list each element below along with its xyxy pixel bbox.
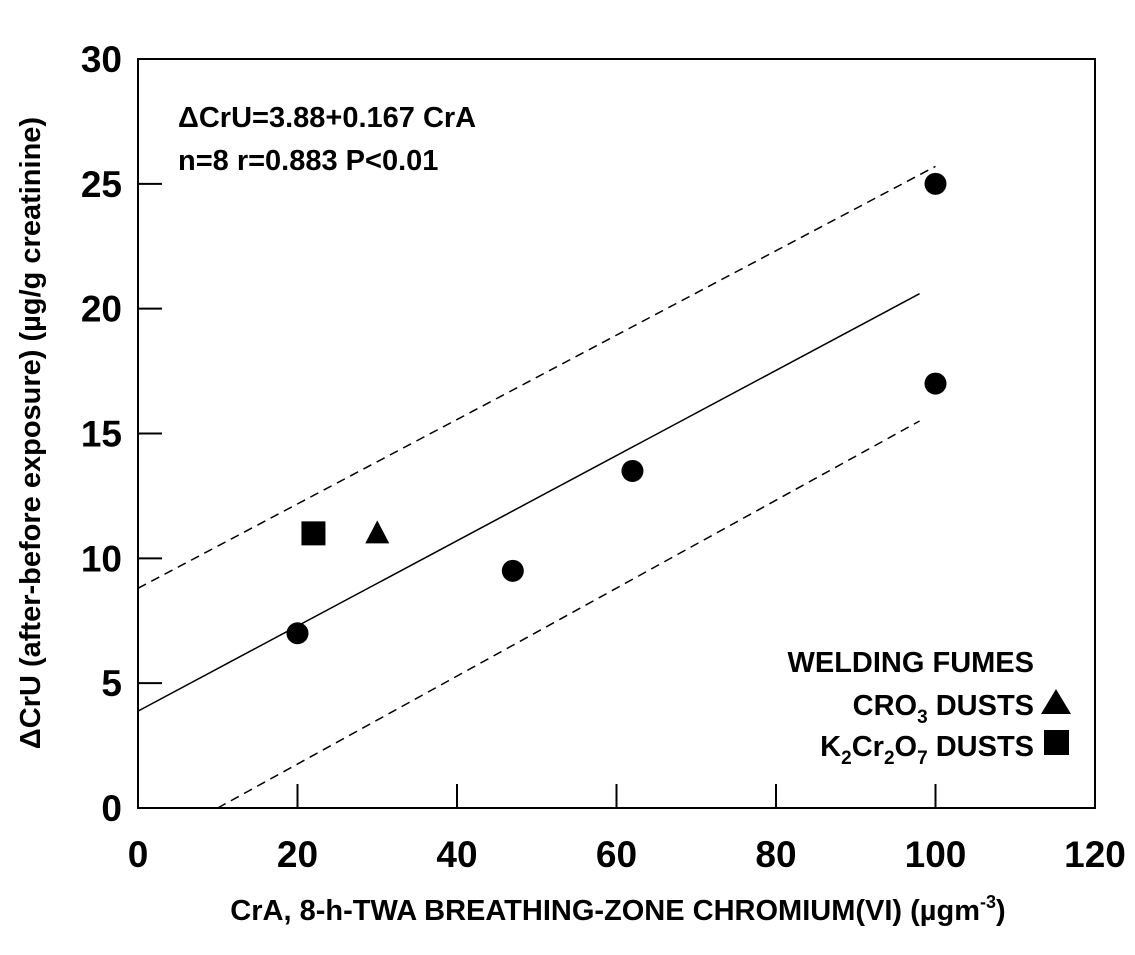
axis-ticks: 0 20 40 60 80 100 120 0 5 10 15 20 25 30 xyxy=(81,39,1126,875)
y-tick-label: 25 xyxy=(81,164,122,205)
data-point-circle xyxy=(286,622,309,645)
legend-label-cro3-dusts: CRO3 DUSTS xyxy=(853,690,1034,728)
subscript: 2 xyxy=(884,748,895,769)
y-tick-label: 30 xyxy=(81,39,122,80)
fit-lines xyxy=(137,165,936,809)
data-point-triangle xyxy=(365,520,390,544)
y-tick-label: 20 xyxy=(81,289,122,330)
legend-triangle-marker xyxy=(1041,689,1071,714)
data-point-circle xyxy=(924,172,947,195)
x-axis-title-tail: ) xyxy=(996,895,1006,927)
data-point-circle xyxy=(924,372,947,395)
x-tick-label: 40 xyxy=(436,834,477,875)
label-part: DUSTS xyxy=(928,690,1034,722)
annotation-stats: n=8 r=0.883 P<0.01 xyxy=(178,145,438,177)
x-axis-title: CrA, 8-h-TWA BREATHING-ZONE CHROMIUM(VI)… xyxy=(230,892,1005,927)
y-tick-label: 0 xyxy=(101,788,122,829)
data-point-circle xyxy=(621,459,644,482)
y-tick-label: 5 xyxy=(101,663,122,704)
label-part: DUSTS xyxy=(928,731,1034,763)
regression-line xyxy=(137,293,920,712)
y-axis-title: ΔCrU (after-before exposure) (µg/g creat… xyxy=(15,117,47,749)
legend-square-marker xyxy=(1044,730,1069,755)
x-axis-title-main: CrA, 8-h-TWA BREATHING-ZONE CHROMIUM(VI)… xyxy=(230,895,980,927)
upper-bound-line xyxy=(137,165,936,589)
subscript: 3 xyxy=(917,707,928,728)
lower-bound-line xyxy=(217,420,920,809)
x-tick-label: 80 xyxy=(755,834,796,875)
data-point-square xyxy=(301,521,326,546)
annotation-equation: ΔCrU=3.88+0.167 CrA xyxy=(178,102,476,134)
y-tick-label: 10 xyxy=(81,538,122,579)
x-tick-label: 20 xyxy=(277,834,318,875)
legend: WELDING FUMES CRO3 DUSTS K2Cr2O7 DUSTS xyxy=(788,647,1071,769)
x-axis-title-sup: -3 xyxy=(980,892,996,912)
subscript: 7 xyxy=(917,748,928,769)
subscript: 2 xyxy=(841,748,852,769)
y-tick-label: 15 xyxy=(81,414,122,455)
data-point-circle xyxy=(501,559,524,582)
label-part: K xyxy=(820,731,841,763)
x-tick-label: 60 xyxy=(596,834,637,875)
x-tick-label: 120 xyxy=(1064,834,1126,875)
label-part: CRO xyxy=(853,690,917,722)
x-tick-label: 100 xyxy=(905,834,967,875)
label-part: O xyxy=(895,731,918,763)
label-part: Cr xyxy=(852,731,884,763)
x-tick-label: 0 xyxy=(128,834,149,875)
data-points xyxy=(286,172,947,645)
legend-label-k2cr2o7-dusts: K2Cr2O7 DUSTS xyxy=(820,731,1034,769)
legend-label-welding-fumes: WELDING FUMES xyxy=(788,647,1035,679)
